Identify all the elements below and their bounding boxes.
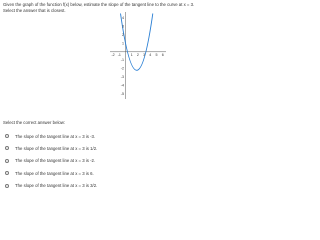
x-tick-label: 1 xyxy=(131,53,133,57)
option[interactable]: The slope of the tangent line at x = 3 i… xyxy=(3,143,197,153)
y-tick-label: -3 xyxy=(121,75,124,79)
option-text: The slope of the tangent line at x = 3 i… xyxy=(15,183,98,189)
option-text: The slope of the tangent line at x = 3 i… xyxy=(15,145,98,151)
option[interactable]: The slope of the tangent line at x = 3 i… xyxy=(3,181,197,191)
option-text: The slope of the tangent line at x = 3 i… xyxy=(15,133,96,139)
curve xyxy=(120,13,154,71)
x-tick-label: 6 xyxy=(162,53,164,57)
option-text: The slope of the tangent line at x = 3 i… xyxy=(15,158,96,164)
x-tick-label: -1 xyxy=(118,53,121,57)
x-tick-label: 4 xyxy=(149,53,151,57)
radio-button[interactable] xyxy=(5,171,9,176)
option[interactable]: The slope of the tangent line at x = 3 i… xyxy=(3,156,197,166)
y-tick-label: -5 xyxy=(121,92,124,96)
y-tick-label: -4 xyxy=(121,83,124,87)
option[interactable]: The slope of the tangent line at x = 3 i… xyxy=(3,168,197,178)
radio-button[interactable] xyxy=(5,146,9,151)
y-tick-label: 1 xyxy=(122,41,124,45)
y-tick-label: -2 xyxy=(121,67,124,71)
radio-button[interactable] xyxy=(5,158,9,163)
y-tick-label: 2 xyxy=(122,33,124,37)
y-tick-label: 4 xyxy=(122,16,124,20)
question: Given the graph of the function f(x) bel… xyxy=(3,2,195,13)
radio-button[interactable] xyxy=(5,183,9,188)
prompt: Select the correct answer below: xyxy=(3,120,66,125)
option-text: The slope of the tangent line at x = 3 i… xyxy=(15,170,94,176)
page: Given the graph of the function f(x) bel… xyxy=(0,0,200,190)
x-tick-label: -2 xyxy=(111,53,114,57)
option[interactable]: The slope of the tangent line at x = 3 i… xyxy=(3,131,197,141)
x-tick-label: 3 xyxy=(143,53,145,57)
y-tick-label: -1 xyxy=(121,58,124,62)
radio-button[interactable] xyxy=(5,134,9,138)
x-tick-label: 5 xyxy=(156,53,158,57)
y-tick-label: 3 xyxy=(122,25,124,29)
x-tick-label: 2 xyxy=(137,53,139,57)
